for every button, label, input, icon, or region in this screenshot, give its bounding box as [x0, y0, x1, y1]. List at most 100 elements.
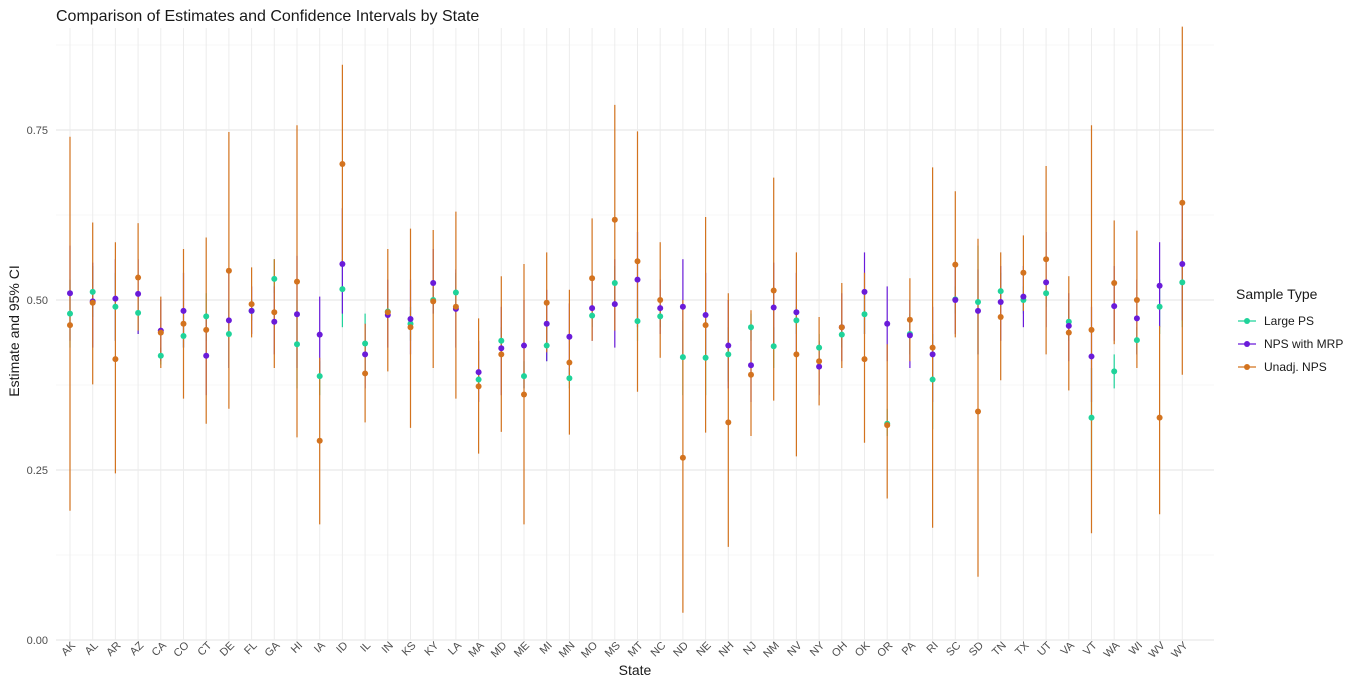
data-point — [838, 324, 845, 331]
data-point — [521, 373, 527, 380]
data-point — [748, 324, 754, 331]
legend-label: Unadj. NPS — [1264, 360, 1327, 374]
data-point — [725, 351, 732, 358]
x-tick-label: ID — [334, 640, 350, 656]
data-point — [997, 299, 1004, 306]
data-point — [1020, 269, 1027, 276]
x-tick-label: TN — [990, 640, 1009, 659]
data-point — [566, 333, 573, 340]
data-point — [589, 275, 596, 282]
data-point — [975, 299, 981, 306]
data-point — [748, 362, 754, 369]
data-point — [294, 341, 300, 348]
data-point — [1156, 303, 1163, 310]
series-errorbars — [69, 26, 1183, 613]
data-point — [67, 322, 73, 329]
y-tick-label: 0.50 — [27, 295, 48, 307]
data-point — [1179, 279, 1186, 286]
data-point — [498, 337, 505, 344]
x-tick-label: IA — [312, 639, 328, 655]
data-point — [271, 318, 278, 325]
data-point — [180, 307, 187, 314]
data-point — [997, 288, 1004, 295]
x-tick-label: LA — [446, 639, 464, 657]
series-points — [67, 161, 1186, 461]
x-tick-label: NV — [785, 639, 805, 659]
data-point — [975, 307, 981, 314]
series-errorbars — [69, 238, 1183, 470]
data-point — [952, 297, 959, 303]
data-point — [1088, 326, 1095, 333]
x-tick-label: MS — [603, 640, 623, 660]
data-point — [816, 358, 823, 365]
data-point — [929, 376, 936, 383]
x-tick-label: HI — [289, 640, 305, 656]
data-point — [89, 299, 96, 306]
x-tick-label: VT — [1081, 639, 1100, 658]
data-point — [248, 301, 255, 308]
data-point — [1156, 414, 1163, 421]
data-point — [816, 344, 823, 351]
data-point — [294, 311, 300, 318]
data-point — [816, 363, 823, 370]
data-point — [112, 356, 119, 363]
plot-area — [67, 26, 1186, 613]
x-tick-label: OK — [853, 639, 873, 659]
data-point — [906, 316, 913, 323]
data-point — [112, 295, 119, 302]
x-tick-label: IL — [358, 640, 373, 655]
data-point — [566, 375, 573, 382]
data-point — [702, 322, 709, 329]
chart-title: Comparison of Estimates and Confidence I… — [56, 8, 479, 25]
x-tick-label: GA — [263, 639, 283, 659]
data-point — [1179, 260, 1186, 267]
data-point — [861, 311, 868, 318]
data-point — [1043, 256, 1050, 263]
data-point — [1133, 315, 1140, 322]
data-point — [1156, 282, 1163, 289]
data-point — [362, 351, 369, 358]
x-tick-label: KS — [400, 640, 419, 659]
data-point — [748, 371, 754, 378]
data-point — [521, 391, 527, 398]
data-point — [1111, 368, 1118, 375]
x-tick-label: NE — [694, 640, 713, 659]
data-point — [657, 313, 664, 320]
data-point — [339, 286, 346, 293]
data-point — [679, 354, 686, 361]
x-tick-label: SC — [944, 640, 963, 659]
x-tick-label: OR — [875, 640, 895, 660]
x-tick-label: CT — [195, 639, 214, 658]
data-point — [430, 280, 437, 286]
data-point — [225, 317, 232, 324]
x-tick-label: KY — [422, 639, 441, 658]
x-tick-label: AR — [104, 640, 123, 659]
x-tick-label: ME — [512, 640, 532, 660]
data-point — [521, 342, 527, 349]
data-point — [271, 275, 278, 282]
data-point — [407, 324, 414, 331]
data-point — [1111, 303, 1118, 310]
data-point — [634, 318, 641, 325]
data-point — [498, 351, 505, 358]
data-point — [611, 280, 618, 286]
data-point — [702, 311, 709, 318]
y-axis: 0.00 0.25 0.50 0.75 — [27, 125, 48, 647]
x-tick-label: WI — [1127, 640, 1145, 658]
data-point — [725, 342, 732, 349]
data-point — [67, 310, 73, 317]
x-tick-label: MI — [538, 640, 555, 657]
data-point — [1088, 414, 1095, 421]
x-tick-label: MT — [626, 639, 646, 659]
data-point — [316, 437, 323, 444]
series-points — [67, 260, 1186, 376]
x-tick-label: CA — [150, 639, 170, 659]
data-point — [135, 290, 142, 297]
data-point — [543, 342, 550, 349]
data-point — [452, 289, 459, 296]
data-point — [884, 320, 891, 327]
series-points — [67, 275, 1186, 427]
x-tick-label: FL — [242, 640, 260, 658]
data-point — [180, 320, 187, 327]
